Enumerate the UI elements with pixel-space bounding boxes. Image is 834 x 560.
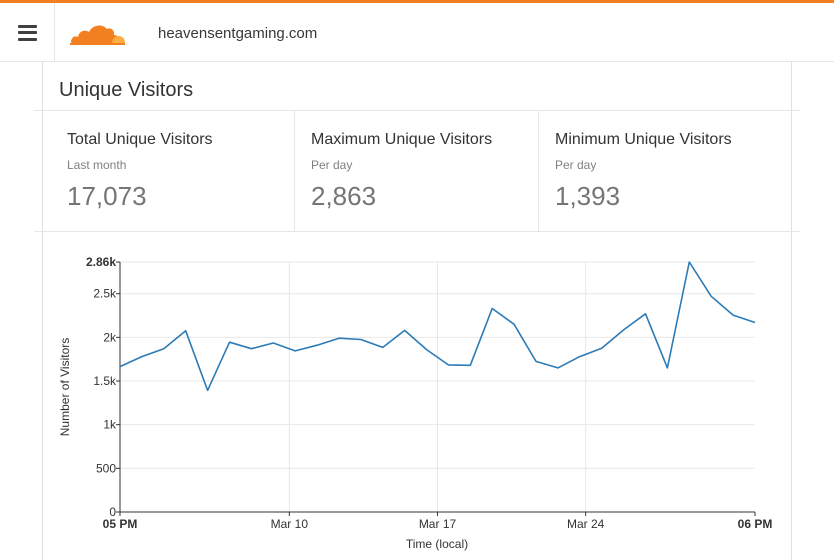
panel-title: Unique Visitors	[59, 79, 194, 101]
stat-value: 2,863	[311, 181, 377, 211]
x-tick-label: Mar 10	[271, 517, 309, 531]
unique-visitors-panel	[42, 62, 792, 560]
stat-maximum: Maximum Unique Visitors Per day 2,863	[311, 111, 538, 231]
menu-button[interactable]	[0, 3, 55, 62]
y-tick-label: 2.86k	[86, 255, 116, 269]
hamburger-icon	[17, 24, 37, 41]
x-tick-label: 06 PM	[738, 517, 773, 531]
stat-subtitle: Per day	[311, 158, 353, 172]
y-tick-label: 1.5k	[93, 374, 117, 388]
divider	[538, 111, 539, 231]
visitors-line-chart[interactable]: 0 500 1k 1.5k 2k 2.5k 2.86k 05 PM Mar 10 Mar 17 Ma…	[43, 240, 783, 555]
top-bar: heavensentgaming.com	[0, 0, 834, 62]
y-tick-label: 500	[96, 461, 116, 475]
stat-total: Total Unique Visitors Last month 17,073	[67, 111, 294, 231]
series-line	[119, 261, 756, 392]
x-tick-label: Mar 24	[567, 517, 605, 531]
cloudflare-logo-icon[interactable]	[68, 15, 128, 49]
stat-subtitle: Per day	[555, 158, 597, 172]
divider	[294, 111, 295, 231]
x-tick-label: Mar 17	[419, 517, 457, 531]
y-axis-title: Number of Visitors	[58, 338, 72, 436]
stat-subtitle: Last month	[67, 158, 127, 172]
x-axis-title: Time (local)	[406, 537, 468, 551]
stat-value: 17,073	[67, 181, 147, 211]
y-tick-label: 0	[109, 505, 116, 519]
x-tick-label: 05 PM	[103, 517, 138, 531]
stat-minimum: Minimum Unique Visitors Per day 1,393	[555, 111, 785, 231]
y-tick-label: 1k	[103, 418, 117, 432]
y-tick-label: 2k	[103, 330, 117, 344]
stat-title: Minimum Unique Visitors	[555, 131, 732, 148]
stat-title: Total Unique Visitors	[67, 131, 213, 148]
domain-name: heavensentgaming.com	[158, 25, 318, 42]
stat-value: 1,393	[555, 181, 621, 211]
divider	[34, 231, 800, 232]
stat-title: Maximum Unique Visitors	[311, 131, 493, 148]
divider	[34, 110, 800, 111]
y-tick-label: 2.5k	[93, 287, 117, 301]
